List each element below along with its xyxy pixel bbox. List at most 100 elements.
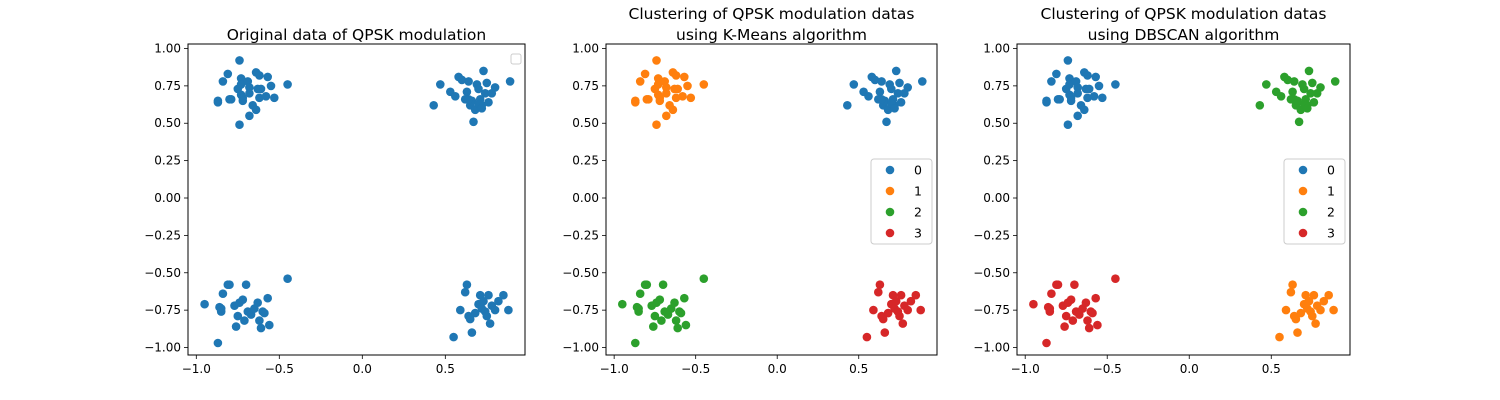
data-point-s3 [903, 305, 912, 315]
data-point-s3 [1053, 280, 1063, 290]
x-tick-label: 0.5 [1262, 362, 1281, 376]
data-point-s1 [655, 96, 665, 106]
data-point-s1 [699, 80, 709, 89]
legend-label: 3 [914, 226, 922, 241]
data-point-s2 [1276, 92, 1286, 101]
data-point-s0 [236, 80, 246, 89]
x-tick-label: −0.5 [1093, 362, 1122, 376]
chart-title: Original data of QPSK modulation [227, 26, 487, 44]
data-point-s1 [644, 95, 653, 104]
data-point-s3 [1081, 298, 1091, 308]
data-point-s0 [213, 96, 223, 106]
data-point-s1 [1329, 305, 1338, 315]
data-point-s0 [200, 299, 209, 309]
data-point-s3 [1066, 295, 1076, 305]
data-point-s1 [673, 84, 682, 94]
data-point-s2 [657, 316, 666, 325]
data-point-s0 [1055, 95, 1064, 104]
data-point-s1 [1304, 296, 1314, 306]
data-point-s2 [1262, 80, 1271, 89]
data-point-s0 [236, 74, 246, 83]
data-point-s2 [1283, 75, 1292, 85]
data-point-s0 [482, 311, 492, 321]
legend-label: 2 [1327, 205, 1335, 220]
data-point-s0 [283, 274, 292, 284]
data-point-s1 [1275, 332, 1284, 342]
data-point-s0 [882, 117, 891, 127]
data-point-s2 [1316, 83, 1325, 92]
data-point-s1 [686, 93, 696, 103]
data-point-s1 [662, 89, 671, 98]
data-point-s0 [260, 308, 269, 318]
data-point-s0 [235, 120, 244, 129]
data-point-s2 [681, 320, 691, 330]
legend-label: 1 [914, 184, 922, 199]
data-point-s2 [670, 298, 679, 308]
data-point-s0 [266, 81, 276, 91]
data-point-s2 [1288, 87, 1297, 97]
data-point-s0 [255, 93, 264, 103]
data-point-s0 [265, 320, 274, 330]
data-point-s0 [436, 80, 445, 89]
y-tick-label: −0.50 [144, 266, 181, 280]
data-point-s0 [241, 280, 251, 290]
data-point-s1 [1308, 311, 1317, 321]
data-point-s0 [1094, 81, 1104, 91]
y-tick-label: 1.00 [983, 41, 1010, 55]
legend-box [870, 158, 933, 245]
x-tick-label: 0.0 [353, 362, 372, 376]
legend-label: 0 [914, 163, 922, 178]
plot-frame [605, 43, 938, 356]
x-tick-label: 0.5 [849, 362, 868, 376]
data-point-s3 [1091, 293, 1100, 303]
data-point-s0 [263, 293, 273, 303]
data-point-s1 [652, 56, 661, 65]
data-point-s0 [464, 77, 473, 86]
data-point-s0 [485, 319, 495, 328]
y-tick-label: 0.50 [983, 116, 1010, 130]
data-point-s0 [465, 314, 475, 324]
data-point-s0 [470, 308, 480, 318]
legend-marker [1298, 165, 1308, 175]
data-point-s1 [671, 71, 681, 80]
y-tick-label: −0.50 [973, 266, 1010, 280]
data-point-s0 [896, 98, 906, 107]
legend-box [510, 53, 522, 65]
y-tick-label: −0.25 [144, 228, 181, 242]
data-point-s3 [1093, 320, 1102, 330]
data-point-s1 [668, 105, 678, 115]
data-point-s2 [649, 322, 658, 331]
data-point-s3 [1042, 338, 1051, 348]
data-point-s3 [1068, 316, 1078, 325]
data-point-s0 [1089, 92, 1099, 101]
data-point-s0 [216, 304, 226, 313]
data-point-s0 [469, 117, 478, 127]
data-point-s0 [226, 95, 236, 104]
y-tick-label: 1.00 [154, 41, 181, 55]
data-point-s1 [653, 74, 663, 83]
data-point-s0 [893, 89, 903, 98]
data-point-s0 [490, 83, 500, 92]
data-point-s0 [1066, 96, 1076, 106]
legend-marker [1298, 207, 1308, 217]
data-point-s2 [1303, 104, 1312, 113]
data-point-s0 [1073, 83, 1082, 92]
data-point-s1 [678, 92, 687, 101]
data-point-s3 [911, 290, 921, 300]
y-tick-label: 0.50 [154, 116, 181, 130]
data-point-s1 [635, 77, 645, 86]
y-tick-label: −1.00 [562, 341, 599, 355]
data-point-s0 [891, 66, 901, 76]
data-point-s0 [238, 295, 248, 305]
data-point-s0 [1080, 105, 1089, 115]
data-point-s0 [256, 84, 266, 94]
legend-marker [885, 186, 895, 196]
data-point-s0 [875, 87, 885, 97]
data-point-s1 [652, 120, 661, 129]
data-point-s0 [1111, 80, 1120, 89]
plot-points [1029, 56, 1340, 348]
data-point-s2 [642, 280, 652, 290]
data-point-s0 [457, 75, 467, 85]
